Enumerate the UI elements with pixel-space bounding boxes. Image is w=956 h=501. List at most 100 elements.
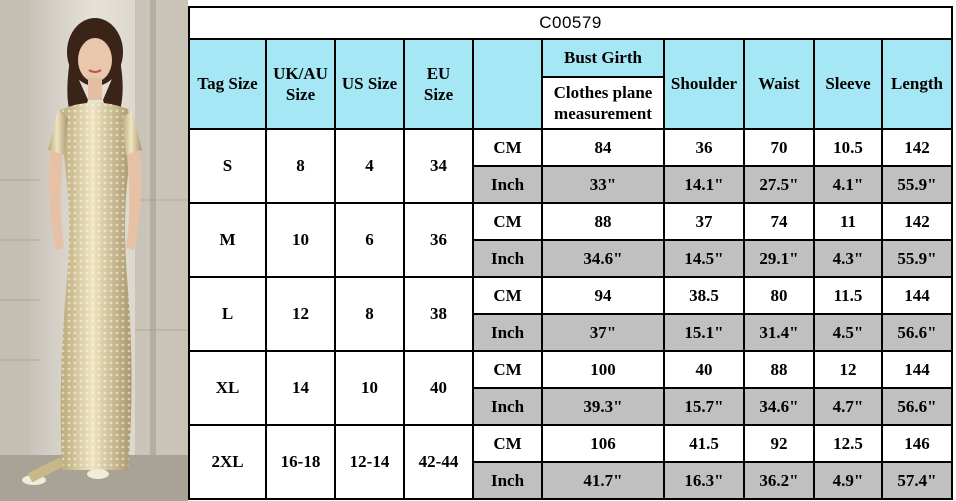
unit-cell: Inch [472,387,543,426]
us-size-cell: 12-14 [334,424,405,500]
waist-inch-cell: 34.6" [743,387,815,426]
us-size-cell: 6 [334,202,405,278]
shoulder-cm-cell: 37 [663,202,745,241]
length-cm-cell: 144 [880,350,954,389]
sleeve-cm-cell: 11.5 [813,276,883,315]
waist-inch-cell: 36.2" [743,461,815,500]
bust-cm-cell: 88 [541,202,665,241]
uk-au-size-cell: 14 [265,350,336,426]
sleeve-cm-cell: 12.5 [813,424,883,463]
header-waist: Waist [743,38,815,130]
bust-cm-cell: 106 [541,424,665,463]
unit-cell: Inch [472,313,543,352]
waist-cm-cell: 88 [743,350,815,389]
unit-cell: Inch [472,165,543,204]
waist-cm-cell: 74 [743,202,815,241]
bust-inch-cell: 33" [541,165,665,204]
bust-inch-cell: 39.3" [541,387,665,426]
bust-inch-cell: 41.7" [541,461,665,500]
tag-size-cell: L [188,276,267,352]
unit-cell: CM [472,276,543,315]
waist-inch-cell: 27.5" [743,165,815,204]
length-cm-cell: 144 [880,276,954,315]
bust-inch-cell: 34.6" [541,239,665,278]
waist-inch-cell: 31.4" [743,313,815,352]
bust-inch-cell: 37" [541,313,665,352]
length-inch-cell: 55.9" [880,239,954,278]
shoulder-inch-cell: 16.3" [663,461,745,500]
sleeve-inch-cell: 4.3" [813,239,883,278]
header-shoulder: Shoulder [663,38,745,130]
bust-cm-cell: 84 [541,128,665,167]
header-uk-au-size: UK/AU Size [265,38,336,130]
tag-size-cell: 2XL [188,424,267,500]
size-row-m-cm: M 10 6 36 CM 88 37 74 11 142 [188,202,954,278]
uk-au-size-cell: 10 [265,202,336,278]
us-size-cell: 4 [334,128,405,204]
tag-size-cell: XL [188,350,267,426]
shoulder-cm-cell: 41.5 [663,424,745,463]
us-size-cell: 8 [334,276,405,352]
eu-size-cell: 34 [403,128,474,204]
size-row-l-cm: L 12 8 38 CM 94 38.5 80 11.5 144 [188,276,954,352]
unit-cell: Inch [472,239,543,278]
length-cm-cell: 142 [880,202,954,241]
size-row-l-inch: Inch 37" 15.1" 31.4" 4.5" 56.6" [189,313,954,352]
tag-size-cell: M [188,202,267,278]
shoulder-inch-cell: 14.5" [663,239,745,278]
unit-cell: CM [472,424,543,463]
length-inch-cell: 57.4" [880,461,954,500]
size-chart: C00579 Tag Size UK/AU Size US Size EU Size… [187,6,954,500]
size-row-s-cm: S 8 4 34 CM 84 36 70 10.5 142 [188,128,954,204]
product-photo [0,0,188,501]
header-tag-size: Tag Size [188,38,267,130]
length-inch-cell: 55.9" [880,165,954,204]
sleeve-inch-cell: 4.5" [813,313,883,352]
bust-cm-cell: 94 [541,276,665,315]
waist-cm-cell: 70 [743,128,815,167]
shoulder-cm-cell: 40 [663,350,745,389]
shoulder-cm-cell: 38.5 [663,276,745,315]
size-row-2xl-inch: Inch 41.7" 16.3" 36.2" 4.9" 57.4" [189,461,954,500]
size-row-xl-inch: Inch 39.3" 15.7" 34.6" 4.7" 56.6" [189,387,954,426]
length-cm-cell: 142 [880,128,954,167]
eu-size-cell: 42-44 [403,424,474,500]
length-cm-cell: 146 [880,424,954,463]
eu-size-cell: 36 [403,202,474,278]
header-eu-size: EU Size [403,38,474,130]
sleeve-cm-cell: 12 [813,350,883,389]
sleeve-inch-cell: 4.7" [813,387,883,426]
product-code: C00579 [187,6,954,40]
waist-cm-cell: 80 [743,276,815,315]
header-sleeve: Sleeve [813,38,883,130]
uk-au-size-cell: 8 [265,128,336,204]
waist-inch-cell: 29.1" [743,239,815,278]
model-illustration [0,0,188,501]
sleeve-inch-cell: 4.9" [813,461,883,500]
us-size-cell: 10 [334,350,405,426]
sleeve-cm-cell: 11 [813,202,883,241]
shoulder-cm-cell: 36 [663,128,745,167]
length-inch-cell: 56.6" [880,313,954,352]
size-row-xl-cm: XL 14 10 40 CM 100 40 88 12 144 [188,350,954,426]
eu-size-cell: 40 [403,350,474,426]
header-us-size: US Size [334,38,405,130]
unit-cell: CM [472,350,543,389]
uk-au-size-cell: 16-18 [265,424,336,500]
unit-cell: CM [472,202,543,241]
tag-size-cell: S [188,128,267,204]
size-chart-table: C00579 Tag Size UK/AU Size US Size EU Size… [187,6,954,500]
shoulder-inch-cell: 15.1" [663,313,745,352]
size-row-2xl-cm: 2XL 16-18 12-14 42-44 CM 106 41.5 92 12.5 146 [188,424,954,500]
sleeve-inch-cell: 4.1" [813,165,883,204]
header-bust-girth: Bust Girth [541,38,665,78]
eu-size-cell: 38 [403,276,474,352]
unit-cell: Inch [472,461,543,500]
sleeve-cm-cell: 10.5 [813,128,883,167]
size-rows: S 8 4 34 CM 84 36 70 10.5 142 Inch 33" 14.1" 27.5" 4.1… [188,128,954,500]
bust-cm-cell: 100 [541,350,665,389]
length-inch-cell: 56.6" [880,387,954,426]
shoulder-inch-cell: 15.7" [663,387,745,426]
header-length: Length [880,38,954,130]
unit-cell: CM [472,128,543,167]
